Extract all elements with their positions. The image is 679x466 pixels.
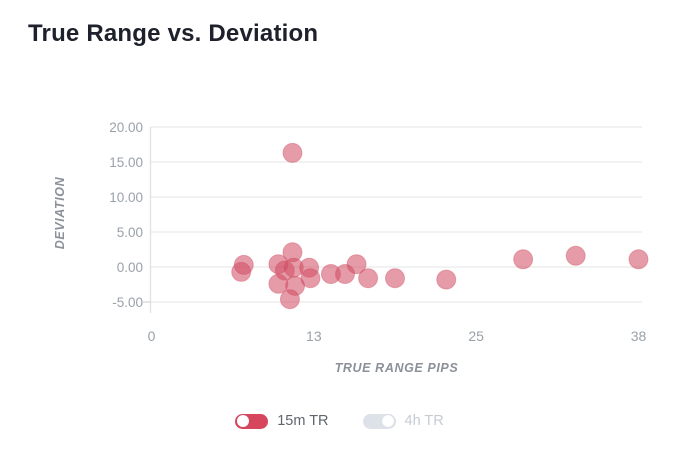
data-point[interactable] <box>231 261 252 282</box>
x-tick-label: 0 <box>148 328 156 344</box>
data-point[interactable] <box>300 268 321 289</box>
chart-title: True Range vs. Deviation <box>28 20 319 47</box>
data-point[interactable] <box>565 245 586 266</box>
data-point[interactable] <box>268 273 289 294</box>
legend-item-15m-tr[interactable]: 15m TR <box>235 413 329 429</box>
data-point[interactable] <box>513 249 534 270</box>
data-point[interactable] <box>628 249 649 270</box>
data-point[interactable] <box>358 268 379 289</box>
y-tick-label: 5.00 <box>117 225 143 240</box>
legend-label-4h-tr: 4h TR <box>404 413 444 429</box>
data-point[interactable] <box>282 142 303 163</box>
y-tick-label: 10.00 <box>109 190 143 205</box>
x-tick-label: 25 <box>468 328 484 344</box>
x-tick-label: 38 <box>631 328 647 344</box>
y-tick-label: 20.00 <box>109 120 143 135</box>
toggle-knob <box>381 415 394 427</box>
toggle-4h-tr[interactable] <box>362 413 396 429</box>
x-tick-label: 13 <box>306 328 322 344</box>
legend-item-4h-tr[interactable]: 4h TR <box>362 413 444 429</box>
x-axis-title: TRUE RANGE PIPS <box>334 361 459 375</box>
data-point[interactable] <box>436 269 457 290</box>
y-tick-label: 15.00 <box>109 155 143 170</box>
data-point[interactable] <box>279 289 300 310</box>
y-axis-title: DEVIATION <box>53 176 67 250</box>
toggle-15m-tr[interactable] <box>235 413 269 429</box>
data-point[interactable] <box>385 268 405 289</box>
chart-legend: 15m TR 4h TR <box>0 412 679 430</box>
y-tick-label: -5.00 <box>112 295 143 310</box>
toggle-knob <box>237 415 250 427</box>
legend-label-15m-tr: 15m TR <box>277 413 329 429</box>
y-tick-label: 0.00 <box>117 260 143 275</box>
data-point[interactable] <box>346 254 367 275</box>
